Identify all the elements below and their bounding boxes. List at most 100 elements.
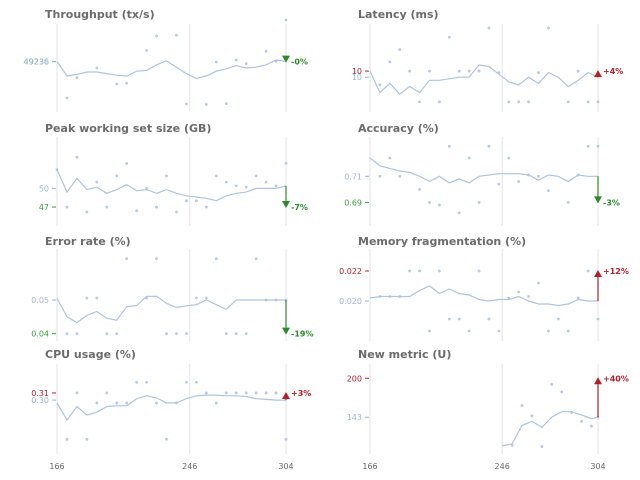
scatter-point [165,174,168,178]
scatter-point [566,329,570,333]
scatter-point [398,174,402,178]
y-tick-label: 143 [347,413,362,422]
arrow-down-icon [594,196,602,204]
scatter-point [234,332,238,336]
scatter-point [204,391,208,395]
scatter-point [378,174,382,178]
scatter-point [274,391,278,395]
panel-title: CPU usage (%) [45,348,136,361]
y-tick-label: 10 [352,67,362,76]
x-tick-label: 166 [362,462,377,471]
y-tick-label: 47 [39,203,49,212]
scatter-point [527,295,531,298]
scatter-point [75,332,79,336]
scatter-point [115,82,119,86]
panel-title: Peak working set size (GB) [45,122,211,135]
scatter-point [520,404,524,407]
scatter-point [467,69,471,73]
panel-title: Latency (ms) [358,8,439,21]
series-line [56,295,286,324]
scatter-point [437,100,441,104]
scatter-point [155,34,158,38]
scatter-point [224,102,228,105]
scatter-point [388,60,392,64]
scatter-point [214,257,218,261]
scatter-point [115,332,119,336]
arrow-up-icon [594,70,602,78]
scatter-point [194,296,198,300]
scatter-point [428,329,431,333]
scatter-point [185,199,188,203]
scatter-point [244,185,248,189]
scatter-point [75,155,79,159]
scatter-point [547,26,550,30]
scatter-point [214,401,218,405]
x-tick-label: 166 [49,462,64,471]
scatter-point [224,332,228,336]
scatter-point [204,296,208,300]
scatter-point [566,100,570,104]
delta-label: -3% [603,198,620,207]
y-tick-label: 0.30 [31,396,49,405]
scatter-point [254,391,258,395]
scatter-point [214,60,218,64]
scatter-point [467,156,471,160]
scatter-point [115,401,119,405]
scatter-point [457,211,461,215]
series-line [369,285,598,307]
scatter-point [155,257,158,261]
scatter-point [175,33,178,37]
y-tick-label: 0.05 [31,296,49,305]
scatter-point [284,162,288,165]
scatter-point [447,144,451,148]
scatter-point [517,100,521,104]
scatter-point [537,174,540,178]
scatter-point [155,205,158,209]
scatter-point [378,83,382,87]
scatter-point [477,269,481,273]
delta-label: +12% [603,267,629,276]
chart-panel: CPU usage (%) 0.310.30 +3% [31,348,311,454]
scatter-point [547,329,550,333]
series-line [502,411,599,447]
x-tick-label: 246 [182,462,197,471]
delta-label: -19% [291,330,313,339]
chart-panel: Peak working set size (GB) 50 47 -7% [39,122,308,226]
chart-panel: Accuracy (%) 0.71 0.69 -3% [344,122,620,226]
scatter-point [185,332,188,336]
scatter-point [586,269,590,273]
x-tick-label: 304 [590,462,605,471]
scatter-point [125,257,129,261]
scatter-point [194,199,198,203]
scatter-point [155,401,158,405]
panel-title: Error rate (%) [45,235,131,248]
delta-label: -0% [291,58,308,67]
x-tick-label: 246 [495,462,510,471]
scatter-point [580,419,583,423]
y-tick-label: 0.69 [344,198,362,207]
scatter-point [596,317,600,321]
scatter-point [125,162,129,165]
scatter-point [264,180,268,184]
panel-title: Throughput (tx/s) [45,8,155,21]
series-line [369,157,598,184]
scatter-point [428,69,431,73]
scatter-point [145,49,149,52]
scatter-point [388,156,392,160]
scatter-point [550,383,554,386]
panel-title: New metric (U) [358,348,451,361]
scatter-point [437,203,441,207]
scatter-point [95,401,99,405]
scatter-point [517,290,521,294]
chart-panel: Memory fragmentation (%) 0.022 0.020 +12% [339,235,629,341]
scatter-point [437,269,441,273]
series-line [56,59,287,80]
delta-label: -7% [291,203,308,212]
arrow-down-icon [282,327,290,335]
scatter-point [447,317,451,321]
delta-label: +3% [291,389,311,398]
scatter-point [457,317,461,321]
scatter-point [75,391,79,395]
scatter-point [418,100,421,104]
